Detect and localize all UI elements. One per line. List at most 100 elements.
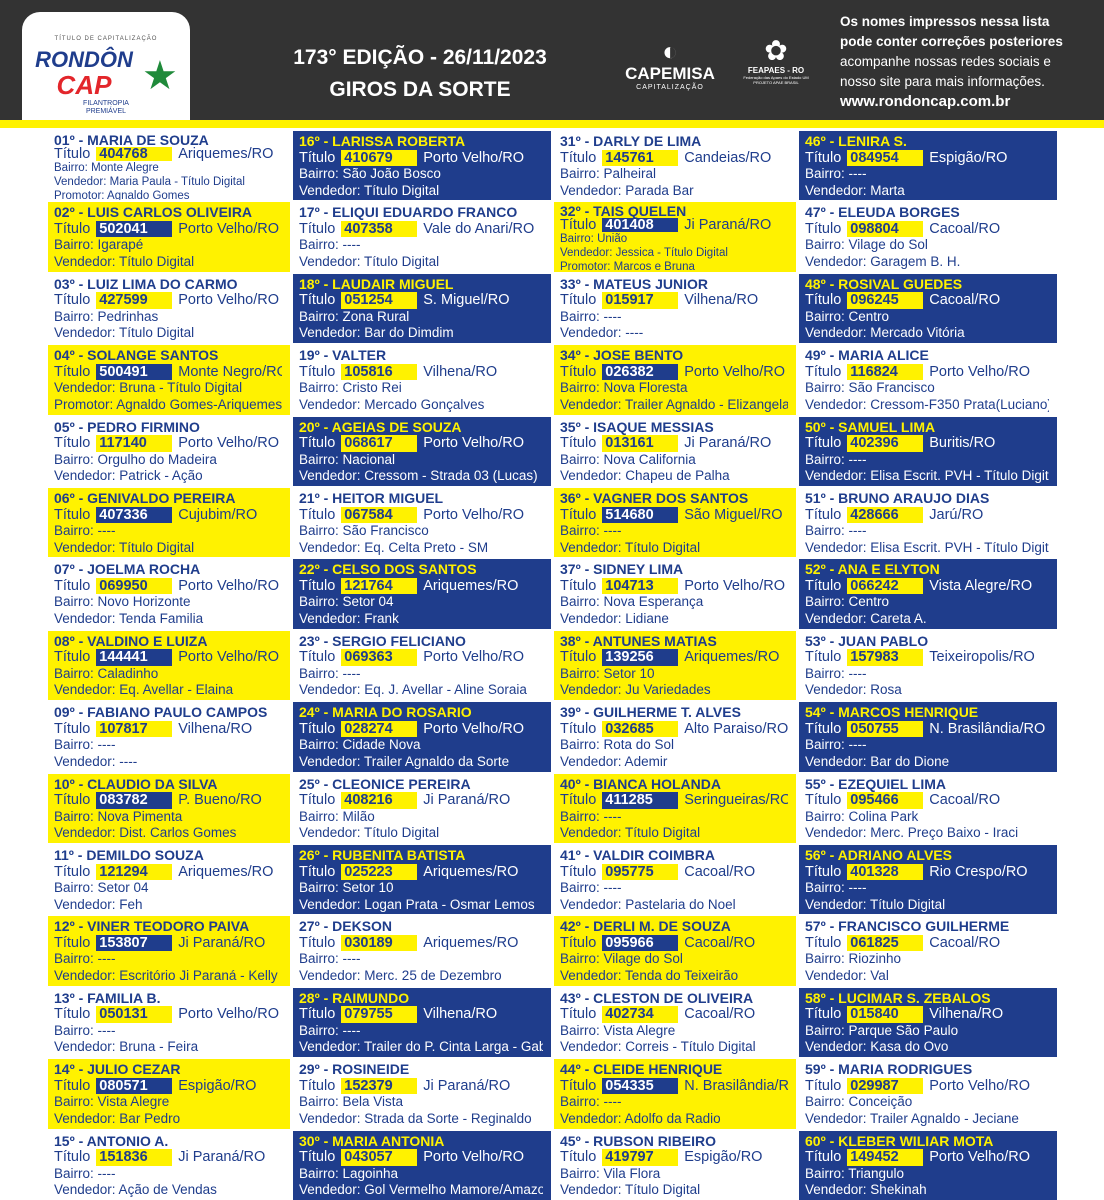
winner-card: 59º - MARIA RODRIGUES Título 029987 Porto V… [799, 1059, 1057, 1129]
titulo-number: 402396 [847, 435, 924, 452]
winner-detail: Bairro: Nova Esperança [560, 594, 704, 610]
winner-detail: Bairro: Centro [805, 308, 890, 324]
winner-detail: Vendedor: Val [805, 967, 889, 983]
prize-position: 59º - [805, 1061, 835, 1078]
prize-position: 44º - [560, 1061, 590, 1078]
winner-city: Vilhena/RO [423, 363, 498, 380]
winner-detail: Vendedor: Gol Vermelho Mamore/Amazonas [299, 1182, 543, 1198]
winner-detail: Bairro: Conceição [805, 1094, 913, 1110]
titulo-line: Título 116824 Porto Velho/RO [805, 363, 1049, 381]
winner-detail: Bairro: ---- [805, 166, 867, 181]
titulo-line: Título 098804 Cacoal/RO [805, 220, 1049, 238]
winner-heading: 03º - LUIZ LIMA DO CARMO [54, 276, 282, 293]
titulo-number: 015840 [847, 1006, 924, 1023]
titulo-label: Título [805, 649, 842, 666]
prize-position: 15º - [54, 1132, 84, 1149]
winner-detail: Vendedor: Elisa Escrit. PVH - Título Dig… [805, 539, 1049, 555]
winner-city: Porto Velho/RO [178, 220, 280, 237]
winner-city: Ji Paraná/RO [423, 1077, 511, 1094]
winner-name: LUCIMAR S. ZEBALOS [838, 989, 991, 1006]
titulo-number: 514680 [602, 506, 679, 523]
winner-heading: 22º - CELSO DOS SANTOS [299, 561, 543, 578]
winner-city: Porto Velho/RO [684, 363, 786, 380]
prize-position: 11º - [54, 847, 83, 863]
winner-heading: 45º - RUBSON RIBEIRO [560, 1133, 788, 1150]
winner-card: 38º - ANTUNES MATIAS Título 139256 Ariqueme… [554, 630, 796, 701]
winner-detail: Promotor: Marcos e Bruna [560, 261, 695, 272]
prize-position: 02º - [54, 204, 84, 221]
prize-position: 16º - [299, 133, 329, 149]
prize-position: 41º - [560, 847, 590, 863]
winner-detail: Bairro: ---- [560, 1094, 622, 1110]
winner-name: MATEUS JUNIOR [593, 275, 708, 292]
winner-heading: 36º - VAGNER DOS SANTOS [560, 490, 788, 507]
titulo-line: Título 026382 Porto Velho/RO [560, 363, 788, 381]
titulo-line: Título 095466 Cacoal/RO [805, 792, 1049, 809]
winner-heading: 50º - SAMUEL LIMA [805, 419, 1049, 436]
winner-detail: Vendedor: Marta [805, 182, 905, 198]
winner-card: 45º - RUBSON RIBEIRO Título 419797 Espigão/… [554, 1130, 796, 1200]
titulo-label: Título [299, 1006, 336, 1023]
winner-card: 55º - EZEQUIEL LIMA Título 095466 Cacoal/RO… [799, 773, 1057, 843]
winner-name: HEITOR MIGUEL [332, 490, 444, 506]
winner-city: Monte Negro/RO [178, 363, 282, 380]
winner-card: 23º - SERGIO FELICIANO Título 069363 Porto … [293, 630, 551, 701]
winner-card: 60º - KLEBER WILIAR MOTA Título 149452 Port… [799, 1130, 1057, 1200]
titulo-line: Título 030189 Ariquemes/RO [299, 934, 543, 952]
winner-city: Ariquemes/RO [178, 147, 274, 161]
winner-heading: 10º - CLAUDIO DA SILVA [54, 776, 282, 793]
winner-detail: Vendedor: Merc. 25 de Dezembro [299, 967, 502, 983]
winner-city: P. Bueno/RO [178, 792, 262, 809]
winner-city: Cacoal/RO [684, 934, 756, 951]
winner-city: Porto Velho/RO [423, 1149, 525, 1166]
titulo-label: Título [54, 435, 91, 452]
titulo-line: Título 079755 Vilhena/RO [299, 1006, 543, 1023]
winner-name: DEMILDO SOUZA [86, 847, 204, 863]
titulo-line: Título 104713 Porto Velho/RO [560, 577, 788, 595]
titulo-label: Título [560, 435, 597, 452]
titulo-line: Título 043057 Porto Velho/RO [299, 1149, 543, 1166]
titulo-line: Título 402396 Buritis/RO [805, 435, 1049, 452]
page-title: 173° EDIÇÃO - 26/11/2023 GIROS DA SORTE [240, 42, 600, 106]
winner-detail: Vendedor: Logan Prata - Osmar Lemos [299, 896, 535, 912]
winner-city: Rio Crespo/RO [929, 863, 1028, 880]
winner-detail: Bairro: Rota do Sol [560, 737, 675, 753]
winner-heading: 29º - ROSINEIDE [299, 1061, 543, 1078]
winner-card: 01º - MARIA DE SOUZA Título 404768 Ariqueme… [48, 131, 290, 201]
winner-card: 21º - HEITOR MIGUEL Título 067584 Porto Vel… [293, 488, 551, 558]
winner-detail: Vendedor: Escritório Ji Paraná - Kelly [54, 967, 278, 983]
prize-position: 35º - [560, 418, 590, 435]
titulo-number: 145761 [602, 149, 679, 166]
winner-name: LAUDAIR MIGUEL [332, 275, 454, 292]
winner-city: Vale do Anari/RO [423, 220, 535, 237]
titulo-line: Título 050131 Porto Velho/RO [54, 1006, 282, 1023]
winner-detail: Vendedor: Bruna - Título Digital [54, 380, 243, 396]
winner-detail: Vendedor: Ação de Vendas [54, 1182, 217, 1198]
winner-name: LARISSA ROBERTA [332, 133, 466, 149]
winner-name: SAMUEL LIMA [838, 418, 936, 435]
winner-heading: 25º - CLEONICE PEREIRA [299, 776, 543, 793]
winner-name: GUILHERME T. ALVES [593, 704, 741, 721]
titulo-number: 029987 [847, 1077, 924, 1095]
winner-detail: Vendedor: Tenda do Teixeirão [560, 967, 739, 983]
winner-detail: Vendedor: Dist. Carlos Gomes [54, 825, 237, 841]
titulo-line: Título 050755 N. Brasilândia/RO [805, 720, 1049, 738]
winner-city: Porto Velho/RO [178, 649, 280, 666]
winner-detail: Vendedor: Eq. J. Avellar - Aline Soraia [299, 682, 527, 698]
winner-name: SOLANGE SANTOS [87, 347, 219, 364]
winner-city: Vilhena/RO [684, 292, 759, 309]
titulo-line: Título 410679 Porto Velho/RO [299, 149, 543, 166]
yellow-divider [0, 120, 1104, 128]
winner-heading: 08º - VALDINO E LUIZA [54, 633, 282, 650]
winner-city: Porto Velho/RO [178, 292, 280, 309]
titulo-label: Título [299, 934, 336, 951]
titulo-line: Título 152379 Ji Paraná/RO [299, 1077, 543, 1095]
titulo-number: 083782 [96, 792, 173, 809]
winner-name: CLESTON DE OLIVEIRA [593, 989, 754, 1006]
winner-detail: Bairro: Zona Rural [299, 308, 410, 324]
winner-detail: Promotor: Agnaldo Gomes-Ariquemes [54, 396, 282, 412]
titulo-label: Título [299, 649, 336, 666]
winner-heading: 06º - GENIVALDO PEREIRA [54, 490, 282, 507]
winner-heading: 01º - MARIA DE SOUZA [54, 133, 282, 147]
prize-position: 50º - [805, 418, 835, 435]
